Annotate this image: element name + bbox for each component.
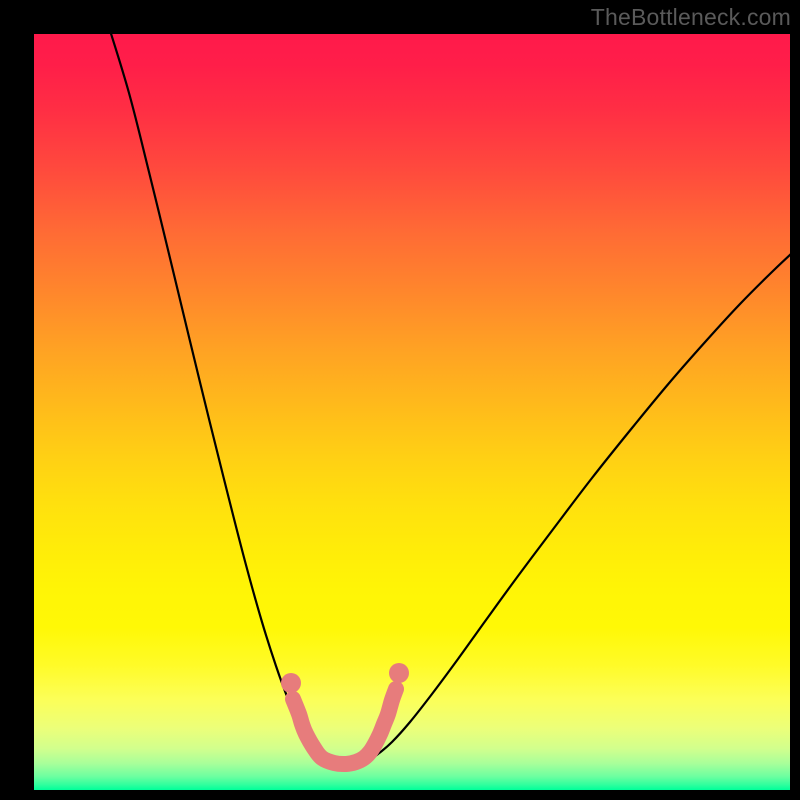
plot-area — [34, 34, 790, 790]
marker-dot-left — [281, 673, 301, 693]
watermark-text: TheBottleneck.com — [591, 4, 791, 31]
outer-frame — [0, 0, 800, 800]
bottleneck-curve — [108, 34, 790, 765]
marker-dot-right — [389, 663, 409, 683]
chart-svg — [34, 34, 790, 790]
